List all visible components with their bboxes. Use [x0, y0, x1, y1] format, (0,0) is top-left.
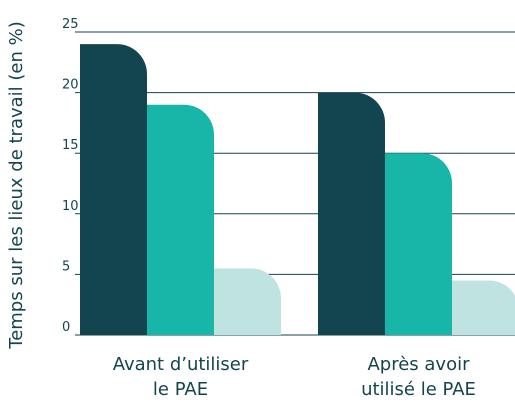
bar: [452, 280, 515, 335]
y-tick-label: 5: [62, 259, 70, 274]
bar: [318, 92, 385, 335]
bar: [214, 268, 281, 335]
y-axis-label: Temps sur les lieux de travail (en %): [6, 21, 27, 349]
bar: [147, 104, 214, 335]
x-tick-label: Avant d’utiliser le PAE: [112, 354, 249, 400]
y-tick-label: 0: [62, 320, 70, 335]
y-tick-label: 10: [62, 199, 79, 214]
bar: [385, 153, 452, 335]
y-tick-label: 25: [62, 17, 79, 32]
bar: [80, 44, 147, 336]
x-tick-label: Après avoir utilisé le PAE: [361, 354, 476, 400]
y-tick-label: 20: [62, 78, 79, 93]
y-tick-label: 15: [62, 138, 79, 153]
